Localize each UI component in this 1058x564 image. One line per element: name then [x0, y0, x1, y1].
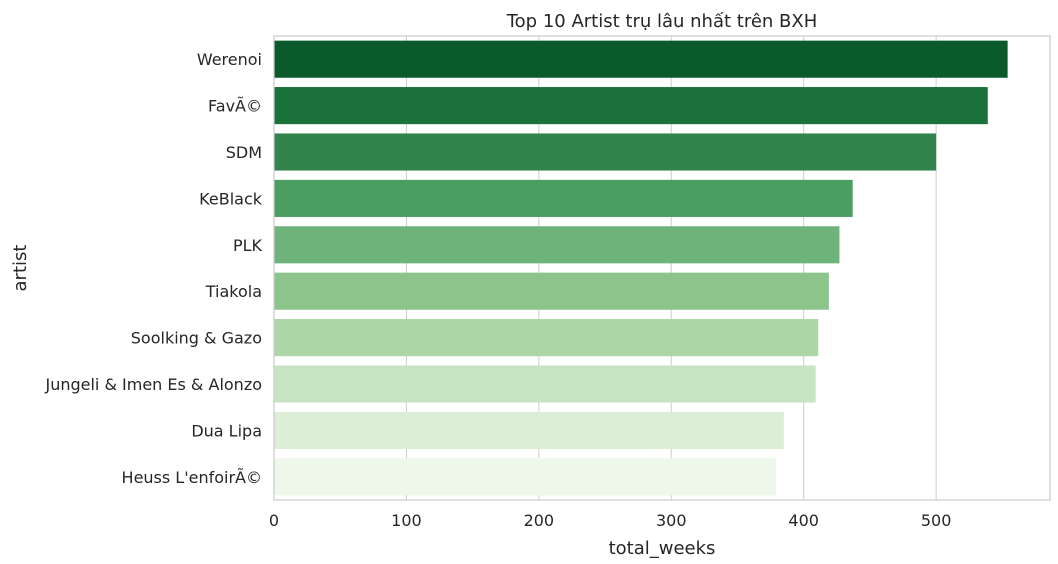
y-tick-label: Dua Lipa: [191, 421, 262, 440]
y-tick-label: SDM: [226, 143, 262, 162]
bar: [274, 40, 1008, 78]
x-axis-label: total_weeks: [609, 538, 716, 559]
bar: [274, 319, 819, 357]
bar: [274, 458, 776, 496]
bar: [274, 272, 829, 310]
x-tick-label: 0: [269, 511, 279, 530]
chart-title: Top 10 Artist trụ lâu nhất trên BXH: [506, 11, 818, 32]
y-tick-label: KeBlack: [199, 189, 263, 208]
y-tick-label: PLK: [233, 236, 263, 255]
x-tick-label: 500: [921, 511, 952, 530]
y-axis-label: artist: [10, 245, 31, 292]
y-tick-label: FavÃ©: [208, 97, 262, 116]
x-tick-labels: 0 100 200 300 400 500: [269, 511, 951, 530]
bar: [274, 365, 816, 403]
y-tick-label: Jungeli & Imen Es & Alonzo: [44, 375, 262, 394]
x-tick-label: 300: [656, 511, 687, 530]
y-tick-label: Tiakola: [205, 282, 262, 301]
bar: [274, 133, 937, 171]
x-tick-label: 100: [391, 511, 422, 530]
bars: [274, 40, 1008, 496]
x-tick-label: 400: [788, 511, 819, 530]
x-tick-label: 200: [524, 511, 555, 530]
bar: [274, 411, 784, 449]
y-tick-label: Heuss L'enfoirÃ©: [122, 468, 262, 487]
bar: [274, 226, 840, 264]
y-tick-labels: Werenoi FavÃ© SDM KeBlack PLK Tiakola Soolking…: [44, 50, 262, 487]
bar: [274, 179, 853, 217]
plot-frame: [273, 35, 1051, 501]
bar: [274, 87, 988, 125]
y-tick-label: Soolking & Gazo: [131, 329, 262, 348]
y-tick-label: Werenoi: [197, 50, 262, 69]
